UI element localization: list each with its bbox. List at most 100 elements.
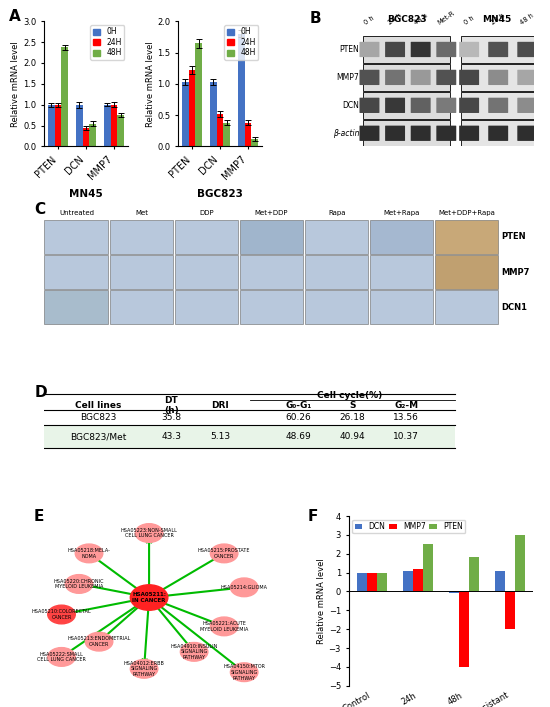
Text: Untreated: Untreated — [59, 210, 94, 216]
Circle shape — [130, 660, 158, 678]
Bar — [61, 47, 68, 146]
Bar — [45, 220, 108, 254]
FancyBboxPatch shape — [459, 70, 479, 85]
Text: HSA05220:CHRONIC
MYELOID LEUKEMIA: HSA05220:CHRONIC MYELOID LEUKEMIA — [54, 578, 104, 590]
Text: B: B — [309, 11, 321, 26]
Bar — [45, 290, 108, 325]
Bar — [461, 120, 534, 146]
Bar — [45, 255, 108, 289]
Text: BGC823: BGC823 — [387, 16, 427, 24]
Bar — [82, 128, 89, 146]
X-axis label: BGC823: BGC823 — [197, 189, 243, 199]
Text: HSA05223:NON-SMALL
CELL LUNG CANCER: HSA05223:NON-SMALL CELL LUNG CANCER — [120, 527, 178, 539]
Text: HSA05213:ENDOMETRIAL
CANCER: HSA05213:ENDOMETRIAL CANCER — [67, 636, 131, 647]
Bar — [367, 573, 377, 592]
FancyBboxPatch shape — [459, 98, 479, 113]
Circle shape — [230, 578, 258, 597]
Circle shape — [230, 663, 258, 682]
Bar — [423, 544, 433, 592]
FancyBboxPatch shape — [385, 126, 405, 141]
Bar — [515, 535, 525, 592]
FancyBboxPatch shape — [385, 98, 405, 113]
FancyBboxPatch shape — [411, 126, 431, 141]
Text: MMP7: MMP7 — [337, 73, 359, 82]
Text: A: A — [9, 8, 20, 23]
Bar — [240, 255, 303, 289]
Bar — [109, 255, 173, 289]
Bar — [469, 556, 479, 592]
Text: Met-R: Met-R — [437, 10, 456, 25]
Bar — [370, 220, 433, 254]
Bar — [89, 124, 96, 146]
Y-axis label: Relative mRNA level: Relative mRNA level — [12, 41, 20, 127]
FancyBboxPatch shape — [360, 98, 379, 113]
Bar — [54, 105, 61, 146]
Text: C: C — [34, 202, 45, 217]
FancyBboxPatch shape — [360, 42, 379, 57]
Bar — [189, 70, 195, 146]
X-axis label: MN45: MN45 — [69, 189, 103, 199]
Bar — [357, 573, 367, 592]
Bar — [461, 92, 534, 119]
FancyBboxPatch shape — [385, 70, 405, 85]
Bar — [461, 64, 534, 90]
Text: PTEN: PTEN — [502, 233, 526, 242]
Legend: 0H, 24H, 48H: 0H, 24H, 48H — [90, 25, 124, 59]
Text: Cell lines: Cell lines — [75, 401, 121, 410]
Text: 26.18: 26.18 — [339, 414, 365, 422]
Text: 43.3: 43.3 — [161, 432, 182, 441]
Text: Rapa: Rapa — [328, 210, 345, 216]
Circle shape — [48, 605, 75, 624]
Text: 0 h: 0 h — [364, 15, 376, 25]
Bar — [104, 105, 111, 146]
Circle shape — [211, 544, 238, 563]
Bar — [377, 573, 387, 592]
FancyBboxPatch shape — [518, 70, 537, 85]
Bar — [305, 220, 368, 254]
Text: HSA05218:MELA-
NOMA: HSA05218:MELA- NOMA — [68, 548, 111, 559]
Bar — [174, 290, 238, 325]
Text: 24 h: 24 h — [387, 12, 403, 25]
Bar — [109, 290, 173, 325]
Bar — [370, 290, 433, 325]
Bar — [174, 255, 238, 289]
Bar — [459, 592, 469, 667]
Text: HSA05214:GLIOMA: HSA05214:GLIOMA — [221, 585, 268, 590]
Bar — [505, 592, 515, 629]
FancyBboxPatch shape — [360, 70, 379, 85]
FancyBboxPatch shape — [436, 126, 456, 141]
Text: 40.94: 40.94 — [339, 432, 365, 441]
Bar — [363, 120, 450, 146]
Bar — [48, 105, 54, 146]
Bar — [403, 571, 413, 592]
Text: DCN1: DCN1 — [502, 303, 527, 312]
Bar — [238, 34, 245, 146]
Text: HSA05210:COLORECTAL
CANCER: HSA05210:COLORECTAL CANCER — [32, 609, 91, 620]
Text: 48.69: 48.69 — [285, 432, 311, 441]
Text: E: E — [34, 509, 45, 525]
Circle shape — [135, 524, 163, 542]
Text: 10.37: 10.37 — [393, 432, 419, 441]
Bar — [461, 36, 534, 63]
FancyBboxPatch shape — [518, 98, 537, 113]
Text: HSA04012:ERBB
SIGNALING
PATHWAY: HSA04012:ERBB SIGNALING PATHWAY — [124, 660, 164, 677]
Text: PTEN: PTEN — [339, 45, 359, 54]
Bar — [44, 410, 455, 426]
Bar — [217, 114, 223, 146]
Bar — [174, 220, 238, 254]
Text: 13.56: 13.56 — [393, 414, 419, 422]
Text: F: F — [308, 509, 318, 525]
Legend: 0H, 24H, 48H: 0H, 24H, 48H — [224, 25, 258, 59]
Text: G₂-M: G₂-M — [394, 401, 419, 410]
Bar — [434, 290, 498, 325]
Circle shape — [130, 585, 168, 610]
Text: BGC823: BGC823 — [80, 414, 116, 422]
Bar — [305, 255, 368, 289]
Bar — [449, 592, 459, 593]
Bar — [413, 569, 423, 592]
Text: DT
(h): DT (h) — [164, 395, 179, 415]
FancyBboxPatch shape — [411, 98, 431, 113]
Bar — [44, 426, 455, 448]
Text: DDP: DDP — [199, 210, 214, 216]
Y-axis label: Relative mRNA level: Relative mRNA level — [317, 558, 326, 644]
